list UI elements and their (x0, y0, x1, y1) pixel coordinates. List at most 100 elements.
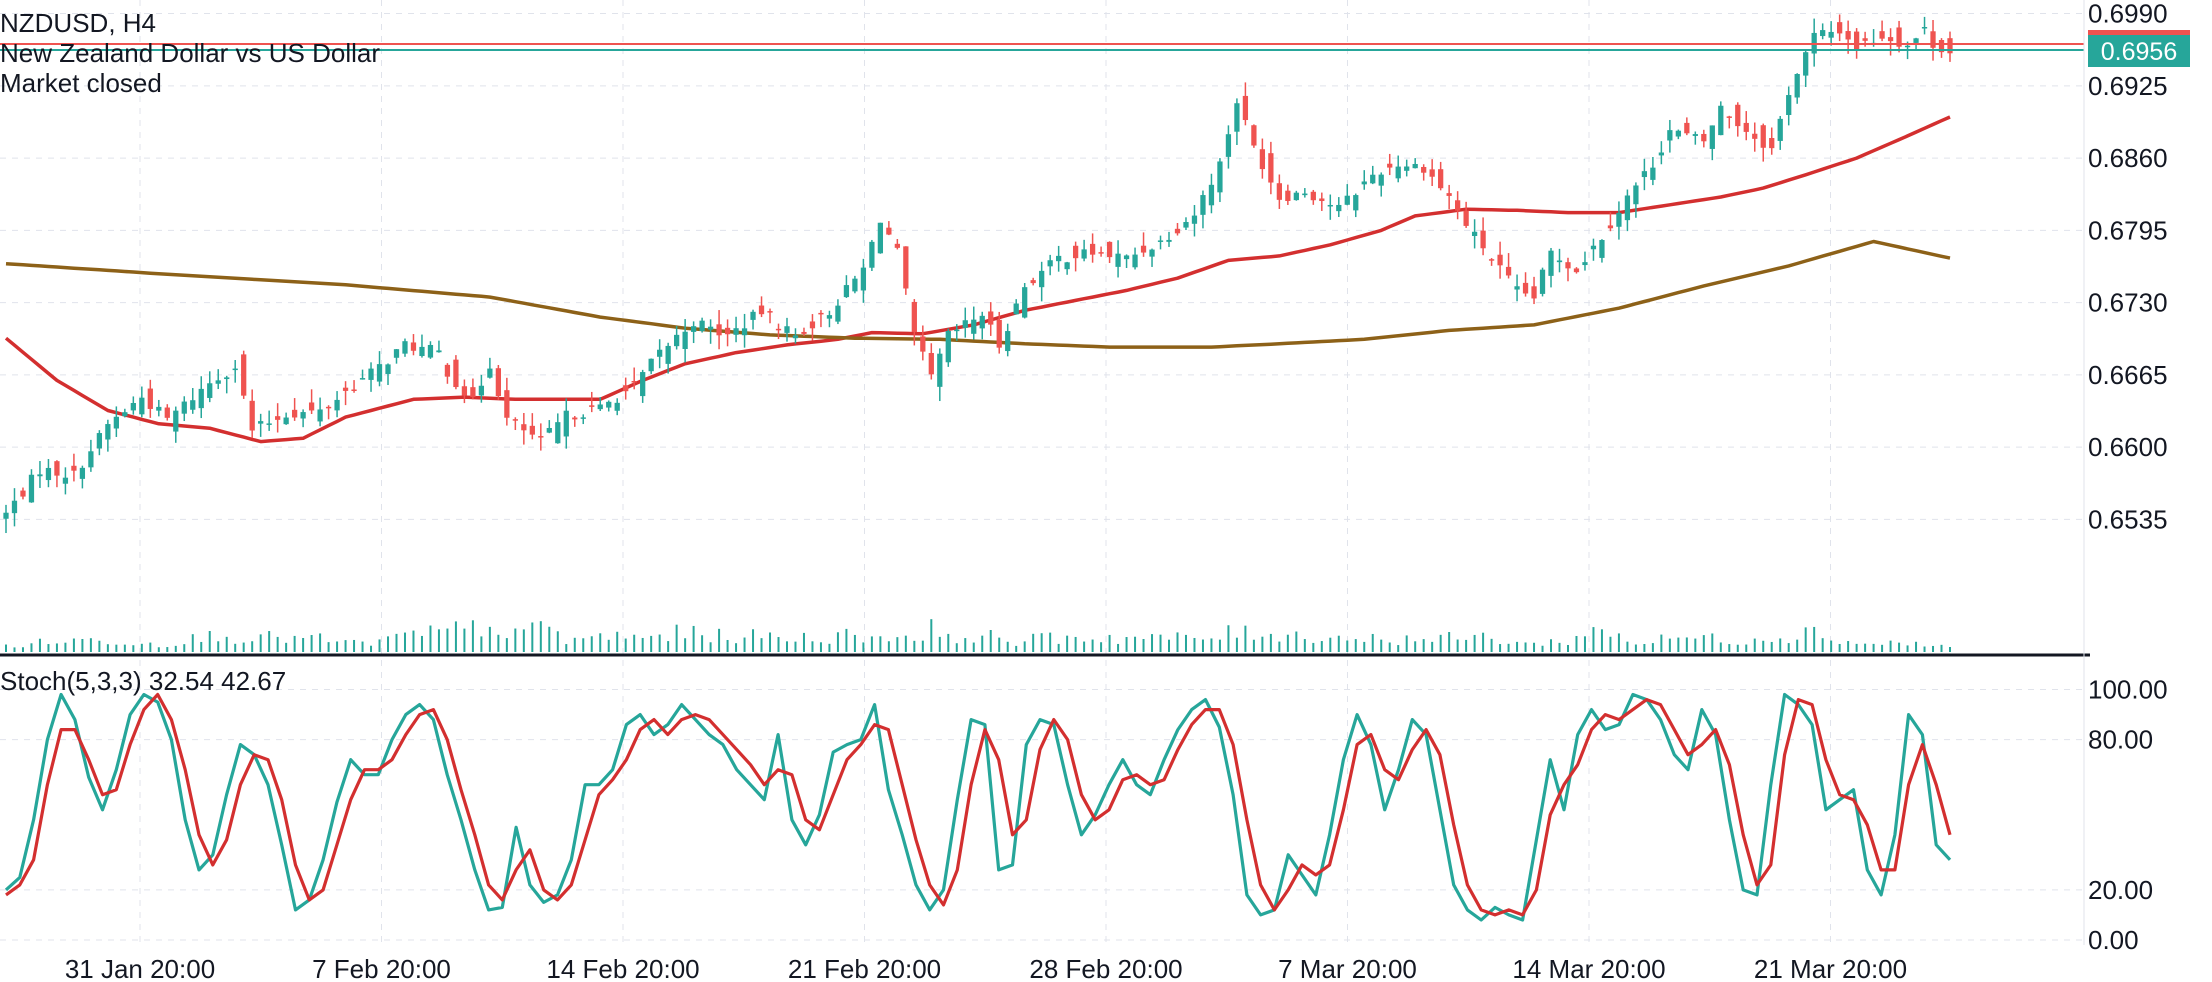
volume-bar (327, 642, 330, 652)
volume-bar (565, 644, 568, 652)
candlesticks[interactable] (3, 14, 1953, 534)
volume-bar (268, 631, 271, 652)
candle (1030, 277, 1036, 286)
candle-body (945, 330, 951, 363)
candle-body (1921, 27, 1928, 29)
candle (461, 379, 468, 404)
candle (1183, 217, 1189, 231)
volume-bar (395, 633, 398, 652)
volume-bar (1168, 639, 1171, 652)
candle-body (224, 377, 230, 380)
candle-body (1251, 125, 1257, 146)
volume-bar (1719, 642, 1722, 652)
time-axis[interactable]: 31 Jan 20:00 7 Feb 20:00 14 Feb 20:00 21 Fe… (65, 954, 1907, 982)
candle (1633, 182, 1639, 218)
candle (1692, 131, 1698, 145)
candle-body (640, 372, 646, 397)
price-axis[interactable]: 0.6990 0.6925 0.6860 0.6795 0.6730 0.6665 0.66… (2088, 0, 2168, 534)
candle-body (342, 387, 349, 391)
volume-bar (72, 638, 75, 652)
candle-body (1089, 243, 1096, 255)
price-tick-label: 0.6990 (2088, 0, 2168, 29)
volume-bar (81, 638, 84, 652)
volume-bar (1728, 644, 1731, 652)
candle-body (410, 342, 417, 351)
candle (1947, 31, 1953, 62)
candle-body (1234, 103, 1240, 132)
candle-body (682, 331, 688, 349)
volume-bar (429, 625, 432, 652)
candle-body (1650, 167, 1656, 180)
candle-body (444, 364, 451, 377)
stoch-d-line (5, 692, 1952, 917)
candle-body (1760, 125, 1766, 148)
candle (750, 309, 756, 330)
candle (444, 363, 451, 384)
candle (342, 381, 349, 406)
volume-bar (1057, 643, 1060, 652)
candle-body (37, 474, 43, 477)
candle-body (1157, 240, 1164, 242)
candle-body (1140, 245, 1147, 253)
candle-body (707, 326, 714, 330)
stoch-legend[interactable]: Stoch(5,3,3) 32.54 42.67 (0, 666, 287, 696)
candle-body (1735, 104, 1741, 127)
candle-body (690, 326, 697, 332)
volume-bar (947, 633, 950, 652)
volume-bar (1889, 640, 1892, 652)
volume-bar (497, 634, 500, 652)
volume-bar (157, 647, 160, 652)
time-tick-label: 14 Feb 20:00 (546, 954, 699, 982)
candle-body (597, 404, 603, 410)
volume-bar (132, 645, 135, 652)
candle (852, 275, 858, 294)
volume-bar (930, 619, 933, 652)
candle (258, 413, 264, 437)
volume-bar (480, 636, 483, 652)
candle-body (835, 305, 841, 322)
candle (198, 376, 204, 419)
candle (1022, 282, 1028, 319)
stoch-axis[interactable]: 100.00 80.00 20.00 0.00 (2088, 675, 2168, 955)
candle (1845, 20, 1851, 54)
candle-body (996, 319, 1002, 348)
candle (1208, 173, 1215, 214)
candle-body (207, 383, 213, 398)
candle-body (173, 410, 179, 432)
candle-body (1803, 52, 1809, 76)
volume-bar (743, 637, 746, 652)
candle-body (1446, 193, 1452, 196)
candle (325, 405, 332, 420)
candle-body (775, 328, 782, 331)
candle-body (606, 401, 612, 408)
candle-body (1268, 153, 1274, 183)
candle-body (580, 417, 586, 419)
last-price-badge-bg (2088, 35, 2190, 67)
volume-bar (955, 643, 958, 652)
volume-bar (641, 637, 644, 652)
volume-bar (166, 647, 169, 652)
volume-bar (403, 632, 406, 652)
candle (521, 412, 527, 445)
volume-bar (887, 641, 890, 652)
candle-body (1675, 130, 1681, 137)
volume-bar (964, 638, 967, 652)
candle-body (1285, 190, 1291, 201)
candle-body (164, 407, 170, 418)
candle (487, 357, 493, 379)
volume-bar (1371, 633, 1374, 652)
volume-bar (370, 645, 373, 652)
candle (1438, 161, 1444, 191)
volume-bar (1142, 639, 1145, 652)
candle (1344, 184, 1350, 206)
candle (555, 413, 561, 444)
stoch-tick-label: 80.00 (2088, 725, 2153, 755)
candle (427, 341, 434, 359)
candle-body (546, 427, 552, 433)
volume-bar (259, 634, 262, 652)
volume-bar (471, 620, 474, 652)
price-tick-label: 0.6795 (2088, 215, 2168, 245)
candle-body (487, 368, 493, 378)
candle (1777, 115, 1783, 150)
